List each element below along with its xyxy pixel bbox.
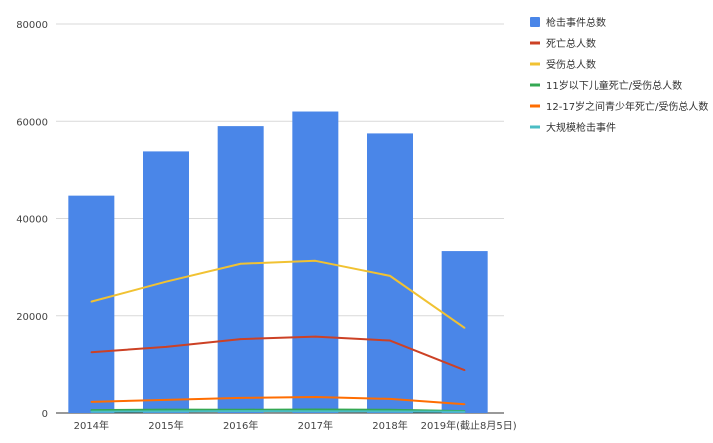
series-0-point-5: [463, 369, 466, 372]
series-1-point-0: [90, 300, 93, 303]
series-4-point-2: [239, 410, 242, 412]
legend-item-0: 枪击事件总数: [530, 16, 606, 29]
legend-label: 受伤总人数: [546, 58, 596, 71]
series-2-point-4: [389, 408, 391, 411]
legend-label-line: 大规模枪击事件: [546, 121, 616, 134]
legend-item-4: 12-17岁之间青少年死亡/受伤总人数: [530, 100, 708, 113]
legend-label-line: 死亡总人数: [546, 37, 596, 50]
series-4-point-1: [165, 410, 167, 413]
series-4-point-0: [90, 410, 93, 413]
series-0-point-4: [389, 339, 391, 342]
legend-swatch: [530, 41, 540, 45]
bar-2014年: [68, 195, 115, 413]
series-3-point-0: [90, 401, 93, 403]
y-tick-label: 20000: [16, 312, 48, 323]
x-tick-label: 2016年: [223, 419, 258, 432]
y-tick-label: 40000: [16, 215, 48, 226]
legend-item-5: 大规模枪击事件: [530, 121, 616, 134]
series-3-point-5: [463, 403, 466, 406]
series-4-point-4: [389, 410, 391, 413]
x-tick-label: 2019年(截止8月5日): [421, 419, 517, 432]
series-1-point-1: [165, 280, 167, 283]
series-1-point-2: [239, 262, 242, 265]
legend-label-line: 11岁以下儿童死亡/受伤总人数: [546, 79, 682, 92]
series-0-point-2: [239, 338, 242, 340]
series-line-2: [91, 408, 465, 413]
bar-2016年: [217, 126, 264, 414]
legend-swatch: [530, 62, 540, 66]
y-tick-label: 0: [42, 409, 48, 420]
legend-swatch: [530, 83, 540, 87]
series-4-point-5: [463, 410, 466, 413]
series-2-point-3: [314, 408, 317, 411]
legend-swatch: [530, 17, 540, 27]
series-line-4: [91, 410, 465, 413]
legend-swatch: [530, 125, 540, 129]
series-line-0: [91, 335, 466, 372]
series-0-point-3: [314, 335, 317, 338]
legend-label-line: 受伤总人数: [546, 58, 596, 71]
legend-label: 11岁以下儿童死亡/受伤总人数: [546, 79, 682, 92]
x-tick-label: 2014年: [74, 419, 109, 432]
legend-label: 死亡总人数: [546, 37, 596, 50]
series-2-point-0: [90, 409, 93, 411]
legend-swatch: [530, 104, 540, 108]
legend-item-2: 受伤总人数: [530, 58, 596, 71]
legend-label-line: 枪击事件总数: [546, 16, 606, 29]
legend-item-1: 死亡总人数: [530, 37, 596, 50]
series-3-point-4: [389, 398, 391, 400]
legend-label: 大规模枪击事件: [546, 121, 616, 134]
series-line-1: [91, 259, 466, 329]
series-1-point-3: [314, 260, 317, 262]
series-2-point-2: [239, 408, 242, 411]
series-1-point-5: [463, 327, 466, 329]
series-3-point-1: [165, 399, 167, 401]
series-4-point-3: [314, 410, 317, 413]
series-0-point-1: [165, 346, 167, 348]
y-tick-label: 80000: [16, 20, 48, 31]
x-tick-label: 2017年: [298, 419, 333, 432]
legend-label: 12-17岁之间青少年死亡/受伤总人数: [546, 100, 708, 113]
series-3-point-2: [239, 397, 242, 399]
x-tick-label: 2018年: [372, 419, 407, 432]
series-3-point-3: [314, 396, 317, 398]
series-2-point-1: [165, 408, 167, 411]
legend-item-3: 11岁以下儿童死亡/受伤总人数: [530, 79, 682, 92]
series-0-point-0: [90, 351, 93, 354]
series-1-point-4: [389, 275, 391, 277]
bar-2019年(截止8月5日): [441, 251, 488, 413]
x-tick-label: 2015年: [148, 419, 183, 432]
series-line-3: [91, 395, 465, 406]
legend-label-line: 12-17岁之间青少年死亡/受伤总人数: [546, 100, 708, 113]
legend-label: 枪击事件总数: [546, 16, 606, 29]
y-tick-label: 60000: [16, 117, 48, 128]
